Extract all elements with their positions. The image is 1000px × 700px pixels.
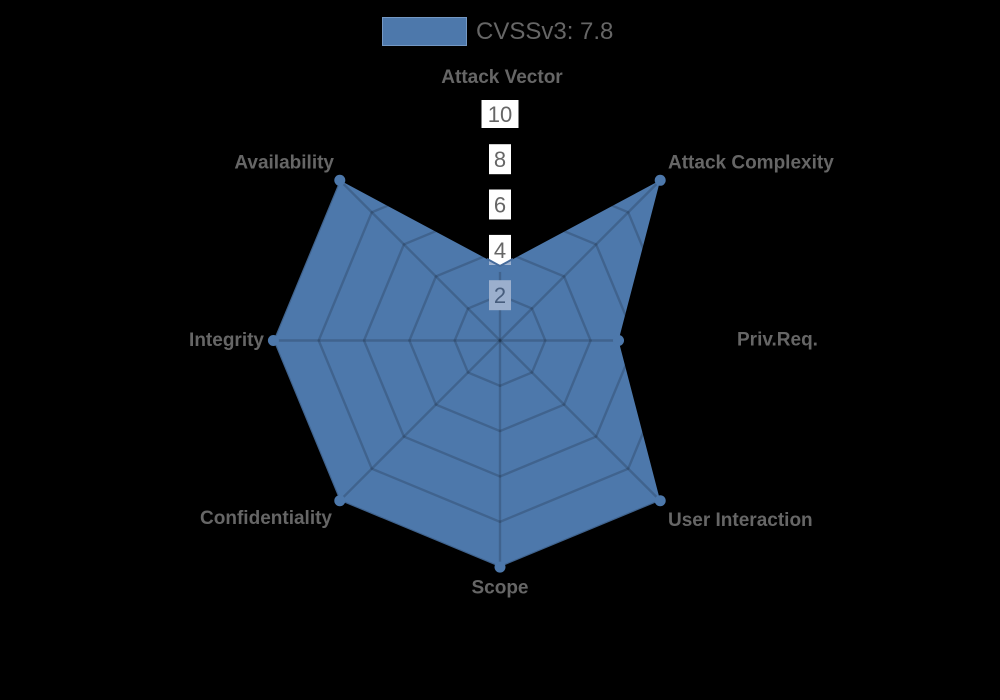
svg-text:User Interaction: User Interaction xyxy=(668,510,813,531)
svg-text:Scope: Scope xyxy=(471,578,528,599)
svg-text:4: 4 xyxy=(494,238,506,263)
svg-text:10: 10 xyxy=(488,102,512,127)
svg-text:Attack Complexity: Attack Complexity xyxy=(668,153,834,174)
svg-text:2: 2 xyxy=(494,283,506,308)
svg-text:Confidentiality: Confidentiality xyxy=(200,508,332,529)
svg-text:CVSSv3: 7.8: CVSSv3: 7.8 xyxy=(476,18,613,45)
svg-text:6: 6 xyxy=(494,193,506,218)
svg-text:Attack Vector: Attack Vector xyxy=(441,67,563,88)
svg-text:Priv.Req.: Priv.Req. xyxy=(737,330,818,351)
svg-text:Availability: Availability xyxy=(234,153,334,174)
svg-text:Integrity: Integrity xyxy=(189,330,264,351)
svg-text:8: 8 xyxy=(494,147,506,172)
